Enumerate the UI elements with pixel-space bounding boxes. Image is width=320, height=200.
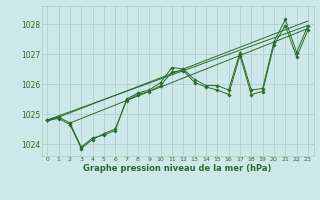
X-axis label: Graphe pression niveau de la mer (hPa): Graphe pression niveau de la mer (hPa) (84, 164, 272, 173)
